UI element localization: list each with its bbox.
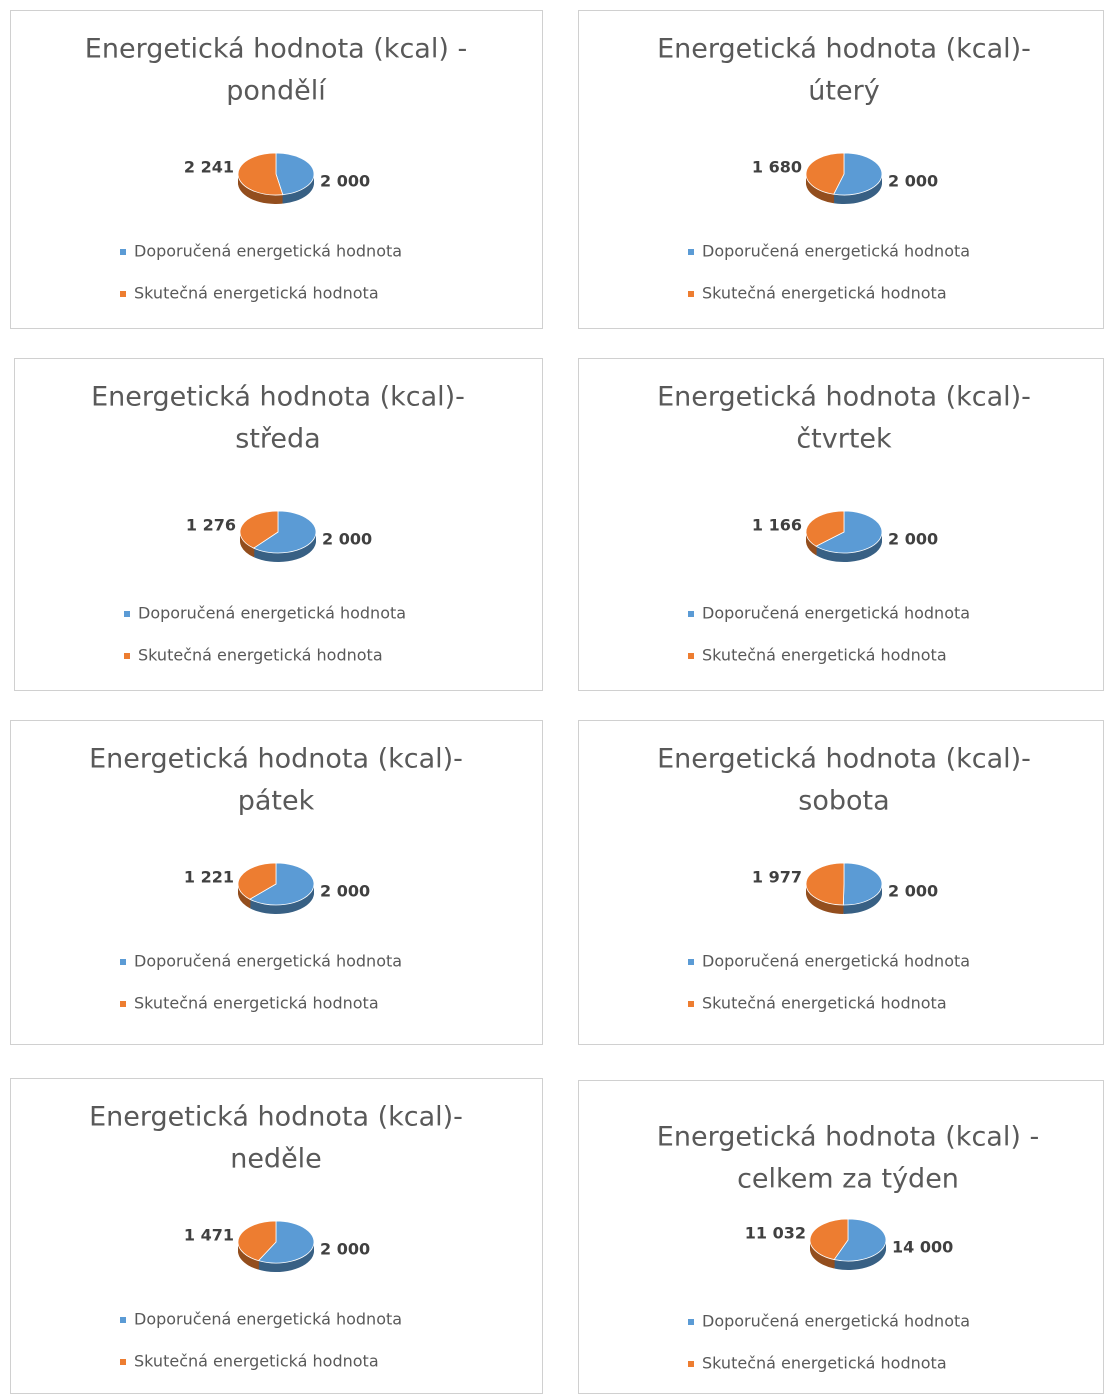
chart-panel: Energetická hodnota (kcal)- neděle 2 000 1 … [10, 1078, 543, 1394]
chart-title: středa [235, 424, 320, 455]
legend-marker [124, 653, 130, 659]
legend-marker [120, 291, 126, 297]
legend-marker [688, 1001, 694, 1007]
chart-title: pátek [238, 786, 315, 817]
pie-slice [809, 1218, 849, 1261]
legend-marker [120, 959, 126, 965]
chart-title: Energetická hodnota (kcal) - [657, 1122, 1039, 1153]
pie-slice [815, 510, 883, 554]
pie-slice [252, 510, 317, 554]
data-label: 14 000 [892, 1238, 953, 1257]
pie-slice [833, 152, 883, 196]
data-label: 2 000 [888, 172, 938, 191]
legend-marker [120, 1359, 126, 1365]
pie-slice [248, 862, 315, 906]
legend-marker [688, 1361, 694, 1367]
legend-marker [688, 1319, 694, 1325]
chart-panel: Energetická hodnota (kcal)- pátek 2 000 1 2… [10, 720, 543, 1045]
pie-slice [275, 152, 315, 196]
pie-slice [805, 510, 845, 547]
chart-title: celkem za týden [737, 1164, 959, 1195]
legend-marker [120, 1001, 126, 1007]
legend-label: Doporučená energetická hodnota [134, 1310, 402, 1329]
legend-label: Skutečná energetická hodnota [134, 284, 379, 303]
pie-slice [257, 1220, 315, 1264]
legend-label: Doporučená energetická hodnota [134, 952, 402, 971]
data-label: 1 221 [184, 868, 234, 887]
legend-label: Doporučená energetická hodnota [702, 952, 970, 971]
chart-panel: Energetická hodnota (kcal)- čtvrtek 2 000 1… [578, 358, 1104, 691]
chart-title: Energetická hodnota (kcal)- [89, 744, 463, 775]
legend-marker [120, 1317, 126, 1323]
legend-label: Skutečná energetická hodnota [702, 1354, 947, 1373]
legend-marker [688, 291, 694, 297]
legend-label: Doporučená energetická hodnota [702, 1312, 970, 1331]
chart-title: pondělí [226, 76, 327, 107]
pie-slice [237, 1220, 277, 1262]
legend-label: Skutečná energetická hodnota [702, 994, 947, 1013]
data-label: 1 471 [184, 1226, 234, 1245]
pie-slice [237, 152, 284, 196]
chart-title: Energetická hodnota (kcal)- [89, 1102, 463, 1133]
legend-label: Skutečná energetická hodnota [134, 1352, 379, 1371]
legend-label: Doporučená energetická hodnota [702, 242, 970, 261]
legend-marker [688, 611, 694, 617]
pie-slice [239, 510, 279, 549]
chart-panel: Energetická hodnota (kcal)- sobota 2 000 1 … [578, 720, 1104, 1045]
legend-label: Skutečná energetická hodnota [134, 994, 379, 1013]
chart-panel: Energetická hodnota (kcal)- úterý 2 000 1 6… [578, 10, 1104, 329]
data-label: 2 000 [320, 882, 370, 901]
chart-title: Energetická hodnota (kcal)- [657, 744, 1031, 775]
data-label: 11 032 [745, 1224, 806, 1243]
legend-label: Doporučená energetická hodnota [134, 242, 402, 261]
data-label: 1 276 [186, 516, 236, 535]
legend-label: Doporučená energetická hodnota [702, 604, 970, 623]
data-label: 1 680 [752, 158, 802, 177]
pie-slice [805, 862, 845, 906]
legend-marker [124, 611, 130, 617]
chart-title: Energetická hodnota (kcal)- [91, 382, 465, 413]
legend-marker [688, 249, 694, 255]
chart-title: čtvrtek [796, 424, 892, 455]
legend-label: Skutečná energetická hodnota [702, 284, 947, 303]
legend-marker [688, 653, 694, 659]
chart-title: úterý [808, 76, 879, 107]
chart-title: Energetická hodnota (kcal)- [657, 382, 1031, 413]
chart-title: neděle [230, 1144, 322, 1175]
pie-slice [842, 862, 883, 906]
legend-label: Skutečná energetická hodnota [702, 646, 947, 665]
pie-slice [833, 1218, 887, 1262]
chart-panel: Energetická hodnota (kcal)- středa 2 000 1 … [14, 358, 543, 691]
data-label: 2 000 [320, 172, 370, 191]
pie-slice [805, 152, 845, 195]
data-label: 2 000 [888, 530, 938, 549]
chart-title: Energetická hodnota (kcal)- [657, 34, 1031, 65]
pie-slice [237, 862, 277, 900]
data-label: 1 166 [752, 516, 802, 535]
data-label: 2 241 [184, 158, 234, 177]
legend-marker [120, 249, 126, 255]
legend-label: Skutečná energetická hodnota [138, 646, 383, 665]
data-label: 2 000 [888, 882, 938, 901]
chart-title: sobota [798, 786, 889, 817]
data-label: 2 000 [322, 530, 372, 549]
data-label: 2 000 [320, 1240, 370, 1259]
legend-marker [688, 959, 694, 965]
chart-panel: Energetická hodnota (kcal) - pondělí 2 000… [10, 10, 543, 329]
legend-label: Doporučená energetická hodnota [138, 604, 406, 623]
chart-panel: Energetická hodnota (kcal) - celkem za tý… [578, 1080, 1104, 1394]
chart-title: Energetická hodnota (kcal) - [85, 34, 467, 65]
data-label: 1 977 [752, 868, 802, 887]
